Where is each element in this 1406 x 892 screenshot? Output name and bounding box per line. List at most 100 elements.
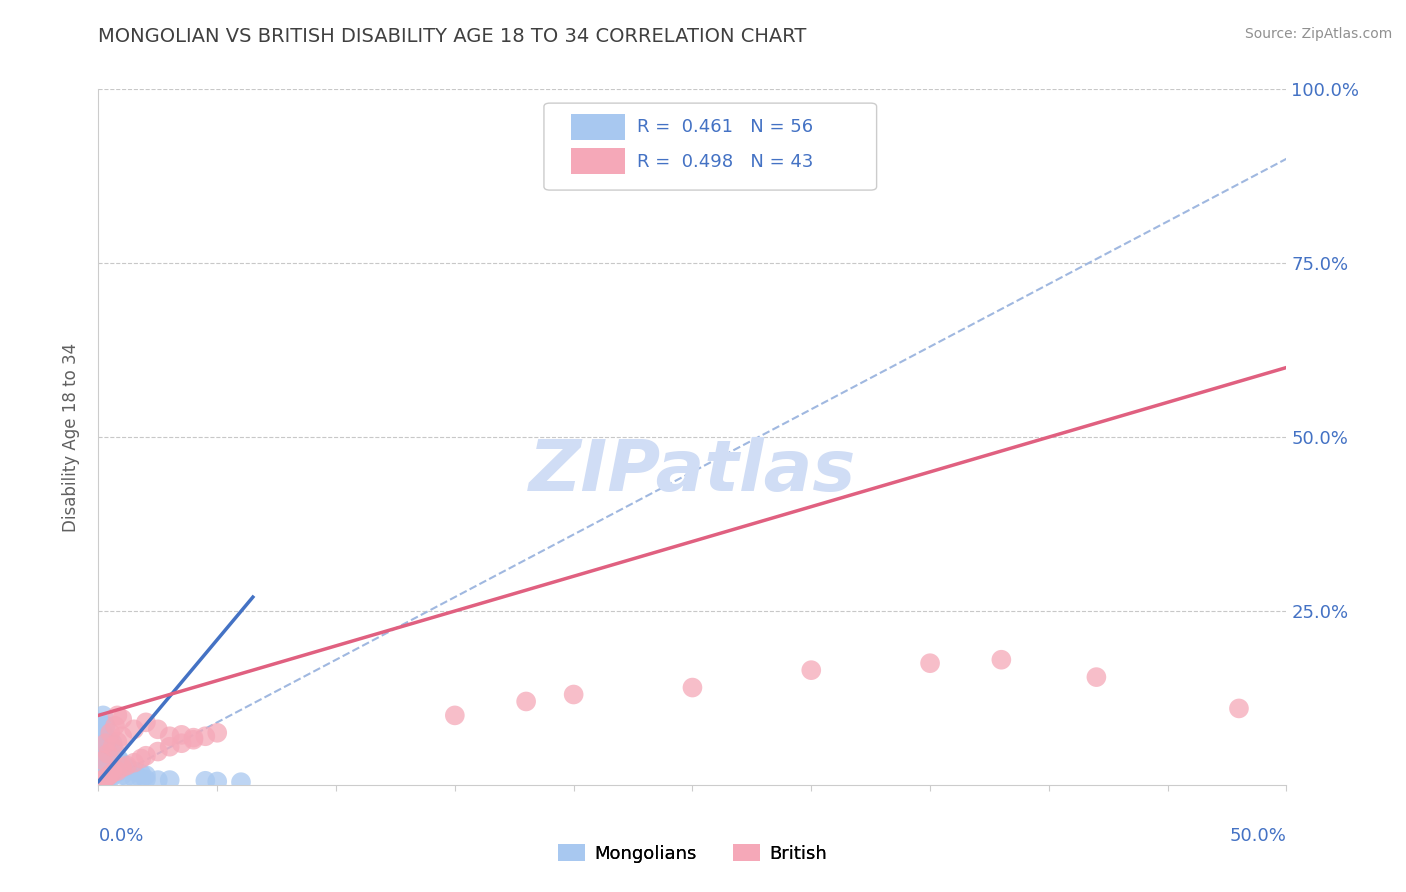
Point <box>98 756 121 770</box>
Point <box>90 743 112 757</box>
Point <box>94 771 117 785</box>
Point <box>111 757 134 772</box>
Point <box>135 715 157 730</box>
Point <box>91 739 114 754</box>
Point <box>91 757 114 772</box>
Point <box>122 764 145 778</box>
Point <box>107 735 129 749</box>
Point <box>135 768 157 782</box>
Point <box>229 775 252 789</box>
Point <box>115 760 138 774</box>
Point <box>90 774 112 789</box>
Point <box>94 729 117 743</box>
Point <box>207 774 229 789</box>
Point <box>97 765 120 780</box>
Point <box>159 739 181 754</box>
Point <box>90 715 112 730</box>
Point <box>91 773 114 788</box>
Point <box>107 708 129 723</box>
Point <box>135 748 157 763</box>
Point <box>800 663 823 677</box>
Point <box>129 751 152 765</box>
Y-axis label: Disability Age 18 to 34: Disability Age 18 to 34 <box>62 343 80 532</box>
Point <box>146 745 169 759</box>
Point <box>98 726 121 740</box>
Text: MONGOLIAN VS BRITISH DISABILITY AGE 18 TO 34 CORRELATION CHART: MONGOLIAN VS BRITISH DISABILITY AGE 18 T… <box>98 27 807 45</box>
Point <box>91 750 114 764</box>
Point <box>91 708 114 723</box>
Point <box>170 728 193 742</box>
Point <box>159 729 181 743</box>
Point <box>122 723 145 737</box>
Text: 50.0%: 50.0% <box>1230 827 1286 845</box>
Point <box>97 773 120 788</box>
Point <box>94 747 117 761</box>
Point <box>107 765 129 780</box>
Point <box>101 748 124 763</box>
Point <box>104 719 127 733</box>
Point <box>135 772 157 787</box>
FancyBboxPatch shape <box>544 103 876 190</box>
Point <box>94 763 117 777</box>
Point <box>129 772 152 786</box>
Point <box>94 719 117 733</box>
Point <box>101 739 124 754</box>
Point <box>97 747 120 761</box>
Point <box>990 653 1012 667</box>
Point <box>90 723 112 737</box>
Text: R =  0.461   N = 56: R = 0.461 N = 56 <box>637 119 813 136</box>
Point <box>183 731 205 745</box>
Point <box>104 761 127 775</box>
Text: 0.0%: 0.0% <box>98 827 143 845</box>
Point <box>115 770 138 784</box>
Point <box>194 773 217 788</box>
Point <box>111 729 134 743</box>
Point <box>94 775 117 789</box>
Point <box>146 773 169 788</box>
Point <box>111 760 134 774</box>
Text: R =  0.498   N = 43: R = 0.498 N = 43 <box>637 153 813 170</box>
Point <box>515 694 537 708</box>
Point <box>183 732 205 747</box>
Point <box>90 772 112 787</box>
Point <box>94 770 117 784</box>
Point <box>94 736 117 750</box>
Point <box>122 756 145 770</box>
Point <box>107 764 129 778</box>
Point <box>98 767 121 781</box>
Point <box>91 732 114 747</box>
Point <box>146 723 169 737</box>
Point <box>98 743 121 757</box>
Point <box>444 708 467 723</box>
Point <box>111 712 134 726</box>
Point <box>98 772 121 786</box>
Point <box>94 736 117 750</box>
Point <box>90 767 112 781</box>
Point <box>90 754 112 768</box>
Point <box>90 760 112 774</box>
Text: ZIPatlas: ZIPatlas <box>529 437 856 507</box>
Point <box>91 726 114 740</box>
Bar <box>571 148 624 174</box>
Point <box>101 765 124 780</box>
Point <box>104 745 127 759</box>
Point <box>98 767 121 781</box>
Point <box>91 764 114 778</box>
Point <box>115 758 138 772</box>
Point <box>97 751 120 765</box>
Point <box>562 688 585 702</box>
Point <box>97 770 120 784</box>
Legend: Mongolians, British: Mongolians, British <box>551 838 834 870</box>
Point <box>111 768 134 782</box>
Point <box>682 681 704 695</box>
Point <box>91 754 114 768</box>
Point <box>920 657 942 671</box>
Point <box>90 774 112 789</box>
Point <box>170 736 193 750</box>
Point <box>129 767 152 781</box>
Point <box>108 754 131 768</box>
Point <box>107 750 129 764</box>
Point <box>207 726 229 740</box>
Point <box>159 773 181 788</box>
Point <box>1227 701 1250 715</box>
